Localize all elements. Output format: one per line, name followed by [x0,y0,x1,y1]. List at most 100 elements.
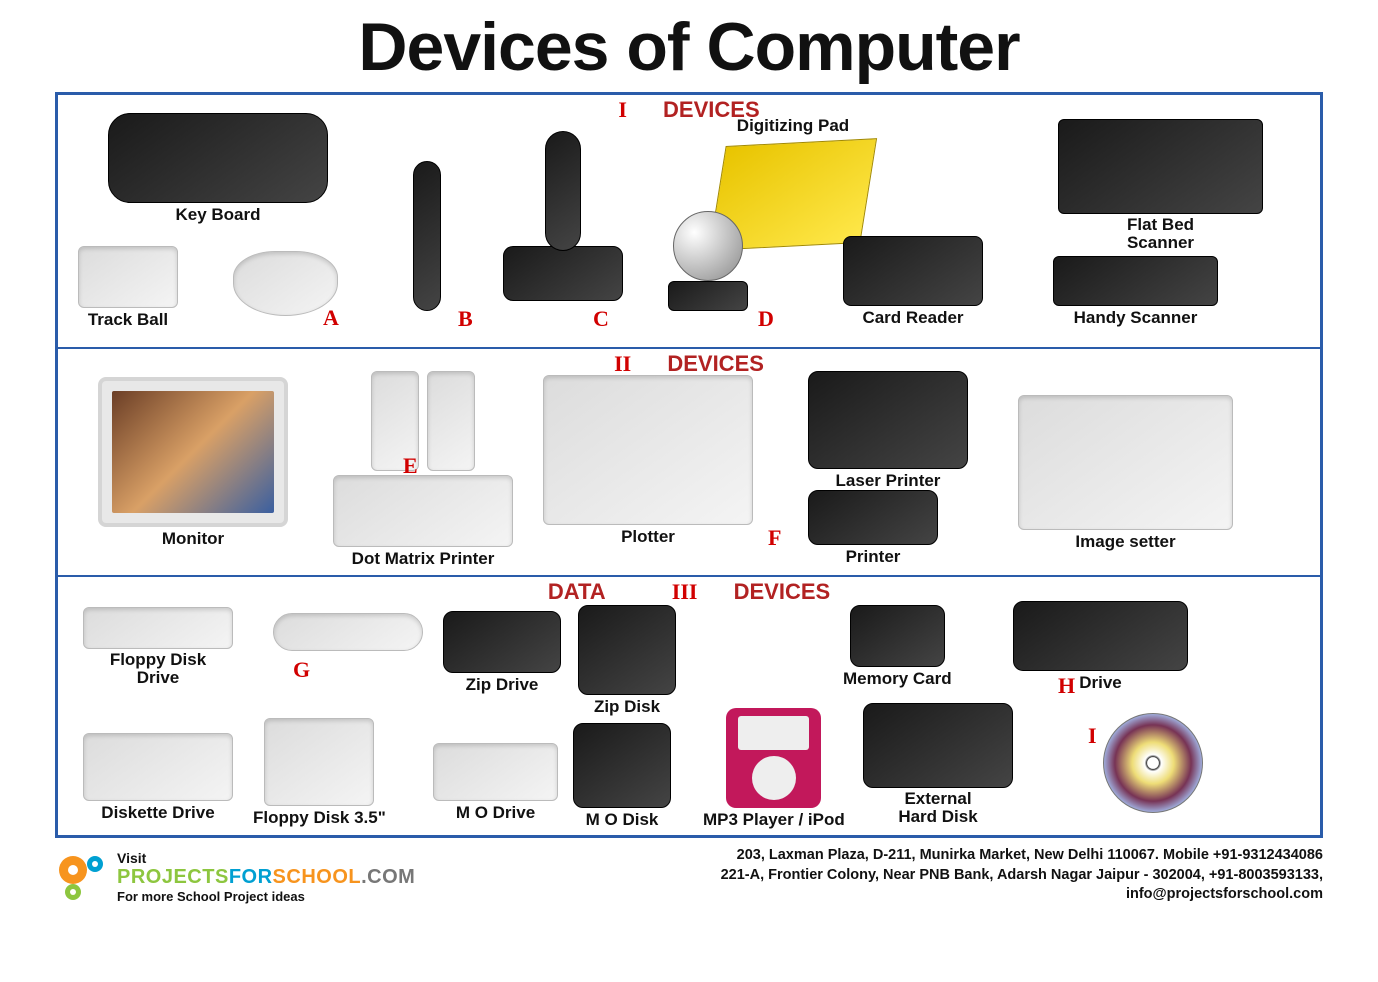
ext-hdd-icon [863,703,1013,788]
dotmatrix-icon [333,475,513,547]
item-flatbed-scanner: Flat BedScanner [1058,119,1263,252]
speakers-icon [368,371,478,471]
marker-B: B [458,306,473,332]
mo-disk-icon [573,723,671,808]
footer-right: 203, Laxman Plaza, D-211, Munirka Market… [721,846,1323,905]
brand-part-0: PROJECTS [117,866,229,888]
brand-part-1: FOR [229,866,273,888]
marker-G: G [293,657,310,683]
label-imagesetter: Image setter [1075,532,1175,552]
laser-printer-icon [808,371,968,469]
item-joystick [503,131,623,301]
memory-card-icon [850,605,945,667]
webcam-icon [663,211,753,311]
brand-part-2: SCHOOL [273,866,362,888]
label-dvd-drive: Drive [1079,673,1122,693]
footer-left: Visit PROJECTSFORSCHOOL.COM For more Sch… [55,846,415,907]
item-usb [273,613,423,651]
marker-H: H [1058,673,1075,699]
item-zip-drive: Zip Drive [443,611,561,695]
address-line-1: 221-A, Frontier Colony, Near PNB Bank, A… [721,866,1323,886]
item-floppy35: Floppy Disk 3.5" [253,718,386,828]
zip-disk-icon [578,605,676,695]
cd-icon [1103,713,1203,813]
trackball-icon [78,246,178,308]
item-ipod: MP3 Player / iPod [703,708,845,830]
section-input: I DEVICES Key Board Track Ball A [58,95,1320,349]
label-zip-drive: Zip Drive [466,675,539,695]
dvd-drive-icon [1013,601,1188,671]
page-title: Devices of Computer [0,8,1378,86]
footer-visit: Visit [117,850,415,866]
item-zip-disk: Zip Disk [578,605,676,717]
item-mo-drive: M O Drive [433,743,558,823]
label-handy-scanner: Handy Scanner [1074,308,1198,328]
footer-subtitle: For more School Project ideas [117,889,415,904]
item-imagesetter: Image setter [1018,395,1233,552]
handy-scanner-icon [1053,256,1218,306]
label-floppy35: Floppy Disk 3.5" [253,808,386,828]
microphone-icon [413,161,441,311]
marker-F: F [768,525,781,551]
section-output: II DEVICES Monitor E Dot Matrix Printer [58,349,1320,577]
label-card-reader: Card Reader [862,308,963,328]
item-dotmatrix: Dot Matrix Printer [333,475,513,569]
item-memory-card: Memory Card [843,605,952,689]
label-diskette-drive: Diskette Drive [101,803,214,823]
joystick-icon [503,131,623,301]
label-trackball: Track Ball [88,310,168,330]
label-memory-card: Memory Card [843,669,952,689]
item-laser-printer: Laser Printer [808,371,968,491]
floppy35-icon [264,718,374,806]
address-line-0: 203, Laxman Plaza, D-211, Munirka Market… [721,846,1323,866]
footer-brand: PROJECTSFORSCHOOL.COM [117,866,415,889]
label-ipod: MP3 Player / iPod [703,810,845,830]
label-laser-printer: Laser Printer [836,471,941,491]
footer-left-text: Visit PROJECTSFORSCHOOL.COM For more Sch… [117,850,415,904]
item-dvd-drive: Drive [1013,601,1188,693]
item-ext-hdd: ExternalHard Disk [863,703,1013,826]
label-zip-disk: Zip Disk [594,697,660,717]
item-plotter: Plotter [543,375,753,547]
label-plotter: Plotter [621,527,675,547]
item-keyboard: Key Board [108,113,328,225]
flatbed-scanner-icon [1058,119,1263,214]
marker-A: A [323,305,339,331]
item-mo-disk: M O Disk [573,723,671,830]
plotter-icon [543,375,753,525]
zip-drive-icon [443,611,561,673]
monitor-icon [98,377,288,527]
chart-frame: I DEVICES Key Board Track Ball A [55,92,1323,838]
label-floppy-drive: Floppy DiskDrive [110,651,206,687]
imagesetter-icon [1018,395,1233,530]
item-cd [1103,713,1203,813]
label-mo-disk: M O Disk [586,810,659,830]
label-ext-hdd: ExternalHard Disk [898,790,977,826]
label-monitor: Monitor [162,529,224,549]
label-keyboard: Key Board [175,205,260,225]
label-mo-drive: M O Drive [456,803,535,823]
item-speakers [368,371,478,471]
footer: Visit PROJECTSFORSCHOOL.COM For more Sch… [0,838,1378,907]
floppy-drive-icon [83,607,233,649]
mo-drive-icon [433,743,558,801]
gear-icon [55,846,111,907]
item-webcam [663,211,753,311]
marker-D: D [758,306,774,332]
card-reader-icon [843,236,983,306]
item-microphone [413,161,441,311]
label-dotmatrix: Dot Matrix Printer [352,549,495,569]
marker-C: C [593,306,609,332]
item-diskette-drive: Diskette Drive [83,733,233,823]
item-handy-scanner: Handy Scanner [1053,256,1218,328]
item-trackball: Track Ball [78,246,178,330]
item-card-reader: Card Reader [843,236,983,328]
item-floppy-drive: Floppy DiskDrive [83,607,233,687]
item-printer: Printer [808,490,938,567]
diskette-drive-icon [83,733,233,801]
printer-icon [808,490,938,545]
label-flatbed-scanner: Flat BedScanner [1127,216,1194,252]
brand-part-3: .COM [361,866,415,888]
ipod-icon [726,708,821,808]
item-monitor: Monitor [98,377,288,549]
